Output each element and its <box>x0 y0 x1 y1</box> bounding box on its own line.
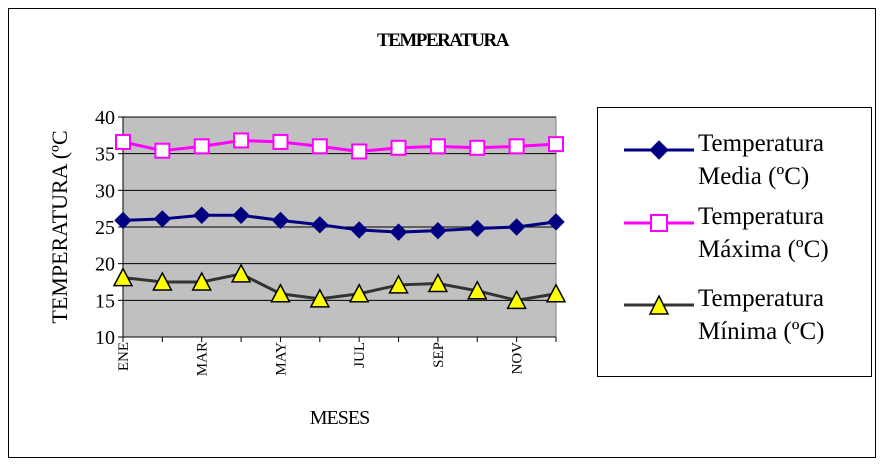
y-tick-label: 30 <box>95 180 115 202</box>
legend-label-minima-line2: Mínima (ºC) <box>698 318 825 345</box>
y-tick-label: 25 <box>95 217 115 239</box>
data-point <box>193 206 211 224</box>
data-point <box>311 138 328 155</box>
data-point <box>547 213 565 231</box>
data-point <box>154 142 171 159</box>
data-point <box>114 211 132 230</box>
data-point <box>388 274 409 294</box>
data-point <box>389 223 408 241</box>
series-0 <box>114 206 565 241</box>
data-point <box>193 138 210 155</box>
y-tick-label: 40 <box>95 107 115 129</box>
y-tick-label: 35 <box>95 144 115 166</box>
legend-label-minima: Temperatura Mínima (ºC) <box>698 282 825 348</box>
chart-title: TEMPERATURA <box>377 30 509 51</box>
data-point <box>429 221 447 240</box>
legend: Temperatura Media (ºC) Temperatura Máxim… <box>597 107 872 377</box>
x-tick-label: ENE <box>116 342 132 371</box>
legend-label-minima-line1: Temperatura <box>698 285 824 312</box>
data-point <box>270 283 291 303</box>
data-point <box>152 271 173 291</box>
legend-marker-minima <box>624 295 694 315</box>
series-2 <box>112 263 567 310</box>
legend-marker-media <box>624 140 694 160</box>
data-point <box>467 280 488 300</box>
data-point <box>427 272 449 293</box>
data-point <box>506 289 527 310</box>
data-point <box>311 216 329 234</box>
data-point <box>153 210 172 228</box>
y-tick-label: 20 <box>95 254 115 276</box>
data-point <box>469 139 486 156</box>
data-point <box>548 136 564 153</box>
legend-label-media-line2: Media (ºC) <box>698 163 810 190</box>
legend-label-media-line1: Temperatura <box>698 130 824 157</box>
data-point <box>350 221 368 239</box>
x-tick-label: MAR <box>195 342 211 376</box>
y-tick-label: 10 <box>95 327 115 349</box>
data-point <box>112 266 134 287</box>
data-point <box>115 133 131 150</box>
data-point <box>232 206 250 224</box>
data-point <box>429 138 446 155</box>
legend-item-maxima: Temperatura Máxima (ºC) <box>598 200 871 270</box>
data-point <box>309 288 331 308</box>
data-point <box>508 138 525 155</box>
legend-label-maxima-line1: Temperatura <box>698 203 824 230</box>
legend-marker-maxima <box>624 214 694 232</box>
data-point <box>191 271 212 291</box>
data-point <box>272 133 289 150</box>
x-tick-label: NOV <box>510 342 526 375</box>
legend-label-media: Temperatura Media (ºC) <box>698 127 824 193</box>
y-tick-label: 15 <box>95 290 115 312</box>
legend-label-maxima-line2: Máxima (ºC) <box>698 236 829 263</box>
data-point <box>271 211 290 230</box>
data-point <box>233 132 250 149</box>
legend-label-maxima: Temperatura Máxima (ºC) <box>698 200 829 266</box>
legend-item-minima: Temperatura Mínima (ºC) <box>598 282 871 352</box>
data-point <box>351 143 368 160</box>
x-axis-title: MESES <box>310 407 369 429</box>
x-tick-label: JUL <box>352 342 368 368</box>
series-1 <box>115 132 564 160</box>
series-line <box>122 272 557 302</box>
data-point <box>507 218 526 236</box>
legend-item-media: Temperatura Media (ºC) <box>598 127 871 197</box>
x-tick-label: SEP <box>431 342 447 368</box>
y-axis-title: TEMPERATURA (ºC <box>47 130 72 323</box>
data-point <box>468 219 486 238</box>
data-point <box>230 263 252 283</box>
data-point <box>348 283 370 303</box>
data-point <box>545 283 567 303</box>
x-tick-label: MAY <box>273 342 289 376</box>
data-point <box>390 139 407 156</box>
